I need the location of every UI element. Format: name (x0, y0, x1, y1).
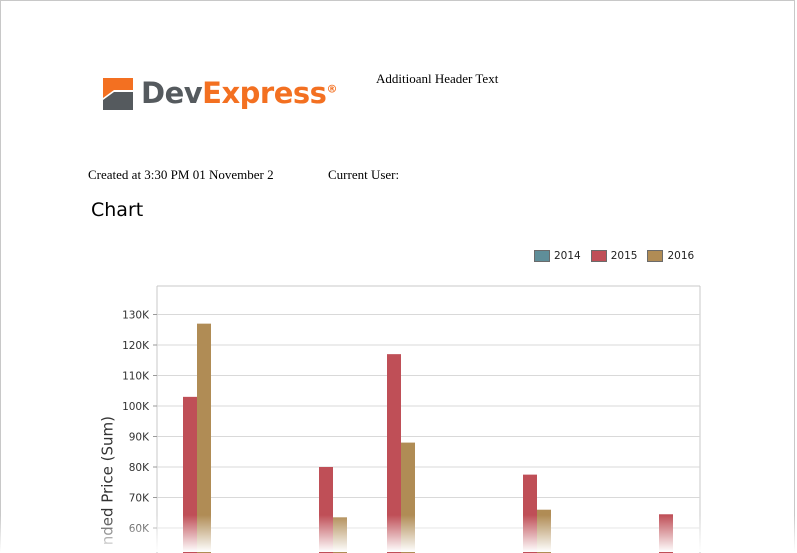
y-axis-label: nded Price (Sum) (99, 416, 117, 545)
legend-swatch-2014 (534, 250, 550, 262)
chart-legend: 2014 2015 2016 (534, 250, 694, 262)
legend-swatch-2015 (590, 250, 607, 262)
legend-item-2015: 2015 (590, 250, 638, 262)
legend-item-2014: 2014 (534, 250, 581, 262)
logo-wordmark: DevExpress® (141, 76, 337, 110)
additional-header-text: Additioanl Header Text (376, 71, 499, 86)
bar-2015 (523, 474, 537, 553)
bar-2016 (537, 509, 551, 553)
bar-2015 (319, 467, 333, 553)
created-at-text: Created at 3:30 PM 01 November 2 (88, 167, 274, 182)
legend-swatch-2016 (647, 250, 664, 262)
legend-label-2015: 2015 (610, 250, 638, 262)
current-user-text: Current User: (328, 167, 400, 182)
bar-2016 (401, 442, 415, 553)
y-tick-label: 110K (122, 371, 150, 383)
legend-item-2016: 2016 (647, 250, 694, 262)
legend-label-2016: 2016 (667, 250, 695, 262)
y-tick-label: 130K (122, 310, 150, 322)
bar-2015 (183, 396, 197, 553)
y-tick-label: 120K (122, 340, 150, 352)
bar-2015 (387, 354, 401, 553)
legend-label-2014: 2014 (554, 250, 581, 262)
bar-2016 (197, 323, 211, 553)
devexpress-logo-icon (103, 78, 133, 110)
y-tick-label: 90K (129, 432, 150, 444)
bar-2016 (333, 517, 347, 553)
y-tick-label: 100K (122, 401, 150, 413)
chart-title: Chart (91, 199, 144, 221)
y-tick-label: 60K (129, 523, 150, 535)
y-tick-label: 70K (129, 493, 150, 505)
y-tick-label: 80K (129, 462, 150, 474)
bar-2015 (659, 514, 673, 553)
devexpress-logo: DevExpress® (99, 74, 339, 118)
